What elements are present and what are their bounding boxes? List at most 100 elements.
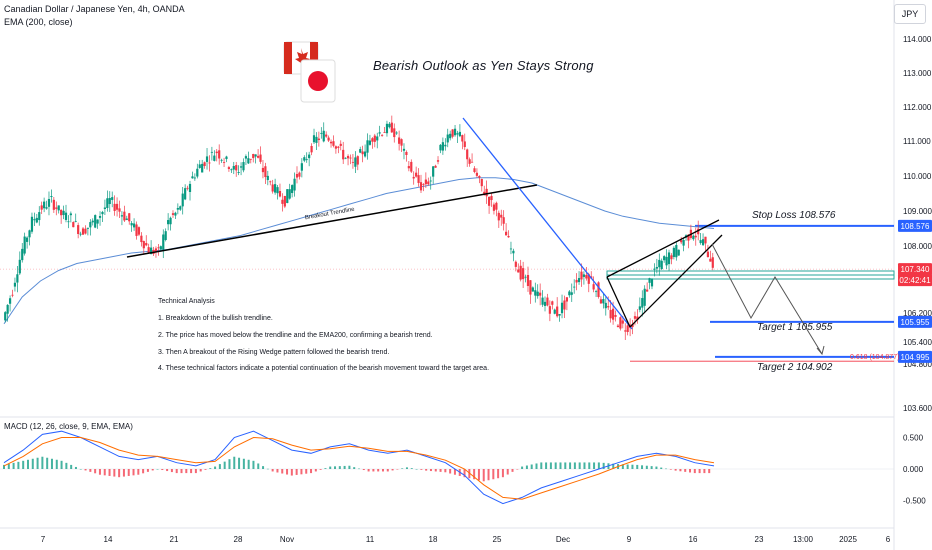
y-tick-label: 114.000	[903, 35, 932, 44]
macd-histogram-bar	[305, 469, 308, 474]
macd-histogram-bar	[569, 462, 572, 469]
candle-body	[94, 215, 97, 228]
candle-body	[278, 190, 282, 197]
macd-histogram-bar	[60, 460, 63, 469]
macd-histogram-bar	[218, 464, 221, 469]
price-tag-box	[898, 350, 932, 363]
candle-body	[531, 287, 534, 292]
macd-histogram-bar	[540, 462, 543, 469]
candle-body	[621, 320, 624, 324]
candle-body	[390, 122, 393, 133]
x-tick-label: Nov	[280, 535, 294, 544]
macd-histogram-bar	[665, 468, 668, 470]
macd-histogram-bar	[463, 469, 466, 478]
candle-body	[305, 159, 308, 161]
candle-body	[62, 210, 65, 216]
candle-body	[225, 156, 228, 160]
macd-label[interactable]: MACD (12, 26, close, 9, EMA, EMA)	[4, 422, 133, 431]
candle-body	[385, 123, 389, 134]
candle-body	[563, 300, 566, 310]
macd-histogram-bar	[381, 469, 384, 472]
projection-arrow-icon	[816, 345, 825, 356]
price-tag-box	[898, 219, 932, 232]
price-tag-text: 02:42:41	[899, 276, 931, 285]
candle-body	[137, 227, 141, 235]
x-tick-label: 6	[886, 535, 891, 544]
macd-histogram-bar	[405, 467, 408, 469]
candle-body	[380, 134, 384, 136]
x-tick-label: 7	[41, 535, 46, 544]
macd-pane	[0, 430, 894, 505]
macd-histogram-bar	[26, 459, 29, 469]
candle-body	[86, 227, 89, 229]
candle-body	[492, 204, 496, 211]
candle-body	[298, 172, 301, 177]
candle-body	[368, 140, 372, 145]
candle-body	[235, 165, 238, 171]
candle-body	[458, 131, 462, 137]
macd-histogram-bar	[17, 461, 20, 469]
candle-body	[264, 166, 267, 178]
macd-histogram-bar	[161, 469, 164, 471]
candle-body	[227, 167, 231, 169]
candle-body	[320, 132, 323, 134]
candle-body	[653, 268, 656, 270]
candle-body	[106, 198, 109, 209]
candle-body	[196, 168, 199, 177]
macd-histogram-bar	[511, 469, 514, 472]
macd-histogram-bar	[266, 468, 269, 470]
candle-body	[650, 279, 654, 287]
candle-body	[594, 291, 598, 293]
macd-histogram-bar	[209, 468, 212, 469]
macd-histogram-bar	[204, 469, 207, 470]
macd-histogram-bar	[473, 469, 476, 480]
currency-button[interactable]: JPY	[894, 4, 926, 24]
macd-histogram-bar	[242, 458, 245, 469]
candle-body	[655, 266, 658, 269]
fib-label: 0.618 (104.877)	[850, 354, 900, 361]
candle-body	[349, 157, 352, 159]
candle-body	[597, 282, 600, 298]
candle-body	[419, 182, 423, 191]
macd-histogram-bar	[334, 466, 337, 469]
candle-body	[35, 217, 38, 223]
macd-histogram-bar	[281, 469, 284, 474]
candle-body	[28, 230, 31, 238]
macd-histogram-bar	[137, 469, 140, 475]
candle-body	[585, 274, 588, 279]
x-tick-label: 25	[493, 535, 502, 544]
candle-body	[466, 149, 469, 160]
candle-body	[213, 155, 216, 161]
candle-body	[395, 132, 398, 134]
ema-indicator-label[interactable]: EMA (200, close)	[4, 17, 73, 27]
candle-body	[8, 298, 12, 304]
analysis-point: 2. The price has moved below the trendli…	[158, 332, 433, 339]
macd-histogram-bar	[103, 469, 106, 476]
price-tag-text: 104.995	[901, 353, 930, 362]
macd-histogram-bar	[453, 469, 456, 475]
macd-histogram-bar	[46, 457, 49, 469]
candle-body	[672, 247, 675, 257]
candle-body	[159, 246, 162, 250]
candle-body	[101, 211, 104, 215]
macd-histogram-bar	[300, 469, 303, 475]
candle-body	[407, 166, 410, 169]
candle-body	[164, 231, 167, 240]
candle-body	[480, 178, 483, 187]
candle-body	[125, 218, 128, 220]
bullish-trendline	[126, 184, 538, 258]
candle-body	[57, 205, 60, 211]
candle-body	[171, 213, 175, 215]
candle-body	[473, 168, 476, 172]
macd-histogram-bar	[22, 460, 25, 469]
macd-histogram-bar	[564, 462, 567, 469]
candle-body	[74, 220, 77, 222]
macd-histogram-bar	[3, 464, 5, 469]
macd-histogram-bar	[612, 463, 615, 469]
candle-body	[327, 137, 330, 141]
macd-histogram-bar	[324, 468, 327, 469]
macd-histogram-bar	[84, 469, 87, 471]
macd-histogram-bar	[319, 469, 322, 470]
candle-body	[556, 306, 559, 317]
